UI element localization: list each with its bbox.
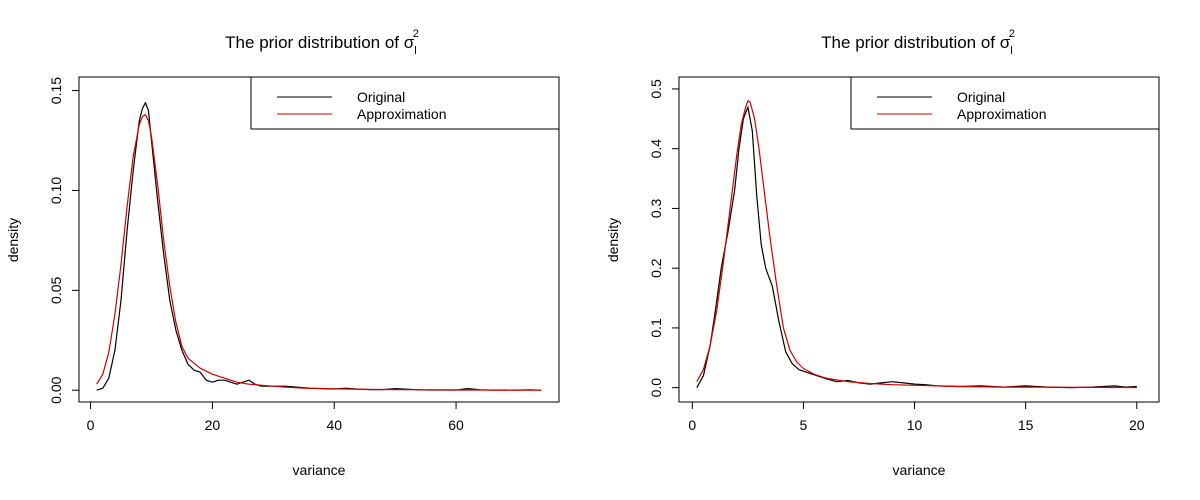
x-tick-label-right: 0 (688, 417, 696, 433)
y-axis-left: 0.00 0.05 0.10 0.15 (48, 77, 80, 404)
y-tick-label-right: 0.2 (648, 258, 664, 278)
legend-label-approximation-right: Approximation (957, 106, 1047, 122)
x-tick-label-right: 15 (1018, 417, 1034, 433)
series-lines-right (696, 100, 1137, 389)
y-tick-label-right: 0.5 (648, 79, 664, 99)
panel-left: The prior distribution of σl2 0 20 40 60 0.… (5, 28, 560, 478)
x-tick-label-left: 20 (205, 417, 221, 433)
y-tick-label-right: 0.1 (648, 318, 664, 338)
y-axis-right: 0.0 0.1 0.2 0.3 0.4 0.5 (648, 79, 680, 398)
y-tick-label-right: 0.0 (648, 378, 664, 398)
title-subscript-left: l (414, 45, 416, 57)
x-tick-label-left: 0 (87, 417, 95, 433)
title-superscript-right: 2 (1009, 28, 1015, 40)
series-line-original-right (696, 106, 1137, 389)
legend-right: Original Approximation (850, 76, 1160, 130)
y-tick-label-left: 0.05 (48, 277, 64, 304)
y-axis-label-right: density (605, 218, 621, 262)
x-axis-right: 0 5 10 15 20 (688, 401, 1145, 433)
series-lines-left (96, 101, 542, 391)
y-tick-label-right: 0.3 (648, 198, 664, 218)
x-tick-label-left: 60 (448, 417, 464, 433)
title-superscript-left: 2 (413, 28, 419, 40)
y-tick-label-left: 0.10 (48, 177, 64, 204)
x-axis-label-left: variance (293, 462, 346, 478)
legend-label-original-right: Original (957, 89, 1005, 105)
panel-right: The prior distribution of σl2 0 5 10 15 20 0… (605, 28, 1160, 478)
title-subscript-right: l (1010, 45, 1012, 57)
y-axis-label-left: density (5, 218, 21, 262)
y-tick-label-left: 0.00 (48, 376, 64, 403)
series-line-approximation-left (96, 113, 542, 391)
x-tick-label-right: 10 (907, 417, 923, 433)
legend-label-approximation-left: Approximation (357, 106, 447, 122)
series-line-original-left (96, 101, 542, 391)
x-tick-label-left: 40 (326, 417, 342, 433)
y-tick-label-right: 0.4 (648, 139, 664, 159)
x-axis-label-right: variance (893, 462, 946, 478)
chart-title-left: The prior distribution of σl2 (225, 28, 419, 57)
y-tick-label-left: 0.15 (48, 77, 64, 104)
legend-left: Original Approximation (250, 76, 560, 130)
legend-box-left (250, 76, 560, 130)
legend-label-original-left: Original (357, 89, 405, 105)
series-line-approximation-right (696, 100, 1137, 389)
x-tick-label-right: 20 (1129, 417, 1145, 433)
legend-box-right (850, 76, 1160, 130)
chart-title-right: The prior distribution of σl2 (821, 28, 1015, 57)
x-tick-label-right: 5 (800, 417, 808, 433)
x-axis-left: 0 20 40 60 (87, 401, 464, 433)
